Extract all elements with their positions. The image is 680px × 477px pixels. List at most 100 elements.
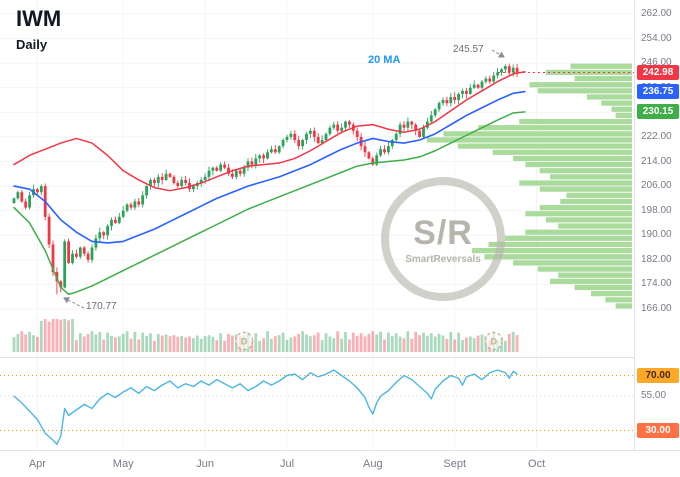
- price-tick-label: 222.00: [641, 130, 672, 142]
- volume-bar: [500, 337, 503, 352]
- month-label-apr: Apr: [28, 458, 46, 470]
- candle-body: [231, 173, 234, 177]
- volume-profile-bar: [574, 284, 632, 291]
- volume-bar: [433, 336, 437, 352]
- price-tick-label: 198.00: [641, 204, 672, 216]
- price-tick-label: 166.00: [641, 303, 672, 314]
- candle-body: [106, 226, 109, 236]
- volume-bar: [184, 337, 187, 352]
- volume-bar: [437, 333, 441, 352]
- volume-profile-bar: [525, 161, 632, 168]
- volume-bar: [82, 336, 86, 352]
- volume-bar: [71, 319, 74, 352]
- price-badge: 230.15: [637, 104, 679, 120]
- volume-bar: [390, 335, 394, 352]
- month-label-oct: Oct: [528, 458, 546, 470]
- dividend-marker-icon[interactable]: [484, 331, 503, 351]
- candle-body: [309, 130, 312, 134]
- volume-bar: [320, 340, 324, 352]
- candle-body: [476, 84, 480, 88]
- candle-body: [145, 186, 148, 196]
- volume-bar: [211, 336, 215, 352]
- time-axis[interactable]: Apr May Jun Jul Aug Sept Oct: [0, 450, 680, 477]
- volume-bar: [402, 338, 406, 352]
- candle-body: [515, 67, 519, 73]
- candle-body: [114, 219, 117, 223]
- volume-bar: [348, 339, 351, 352]
- month-label-sept: Sept: [443, 458, 467, 470]
- candle-body: [242, 167, 246, 174]
- candle-body: [149, 179, 152, 187]
- volume-bar: [86, 333, 90, 352]
- dividend-marker-icon[interactable]: [234, 331, 254, 351]
- volume-bar: [47, 321, 51, 352]
- candle-body: [28, 195, 31, 208]
- candle-body: [402, 124, 406, 128]
- candle-body: [414, 124, 418, 131]
- volume-bar: [305, 334, 308, 352]
- candle-body: [449, 96, 453, 104]
- candle-body: [367, 152, 371, 159]
- candle-body: [203, 176, 207, 180]
- candle-body: [312, 130, 316, 137]
- candle-body: [445, 100, 449, 104]
- volume-bar: [39, 320, 43, 352]
- volume-bar: [153, 340, 156, 352]
- candle-body: [184, 179, 187, 184]
- price-axis[interactable]: 262.00254.00246.00238.00230.00222.00214.…: [634, 0, 680, 450]
- volume-bar: [106, 332, 109, 352]
- volume-profile-bar: [591, 291, 632, 297]
- candle-body: [78, 247, 82, 257]
- volume-profile-bar: [488, 241, 632, 248]
- candle-body: [266, 152, 269, 159]
- volume-profile-bar: [513, 260, 632, 266]
- candle-body: [355, 130, 359, 137]
- volume-bar: [507, 333, 511, 352]
- ma20-line: [13, 90, 526, 244]
- price-tick-label: 246.00: [641, 57, 672, 69]
- volume-bar: [43, 319, 47, 352]
- volume-bar: [387, 332, 390, 352]
- volume-bar: [480, 334, 484, 352]
- rsi-mid-label: 55.00: [641, 390, 667, 402]
- candle-body: [433, 109, 437, 116]
- candle-body: [90, 247, 94, 260]
- candle-body: [410, 121, 414, 125]
- price-tick-label: 262.00: [641, 8, 672, 19]
- candle-body: [164, 173, 168, 180]
- volume-bar: [75, 340, 78, 352]
- volume-bar: [515, 335, 519, 352]
- volume-bar: [55, 319, 59, 352]
- candle-body: [172, 176, 176, 184]
- volume-profile-bar: [550, 174, 632, 180]
- candle-body: [305, 133, 308, 140]
- candle-body: [102, 232, 106, 236]
- volume-profile-bar: [484, 254, 632, 260]
- candle-body: [254, 158, 258, 165]
- volume-bar: [195, 335, 199, 352]
- candle-body: [12, 198, 16, 203]
- candle-body: [223, 164, 226, 168]
- candle-body: [137, 201, 141, 205]
- volume-bar: [145, 335, 148, 352]
- volume-bar: [98, 331, 102, 352]
- candle-body: [320, 139, 324, 144]
- volume-bar: [344, 331, 347, 352]
- candle-body: [492, 75, 496, 82]
- volume-profile-bar: [513, 155, 632, 162]
- price-tick-label: 254.00: [641, 32, 672, 44]
- volume-profile-bar: [550, 278, 632, 284]
- volume-bar: [129, 338, 133, 352]
- volume-profile-bar: [492, 149, 632, 155]
- candle-body: [363, 146, 367, 153]
- symbol-block: IWM Daily: [16, 6, 61, 52]
- candle-body: [199, 179, 203, 184]
- candle-body: [94, 238, 98, 248]
- volume-bar: [192, 338, 195, 352]
- candle-body: [418, 130, 421, 137]
- volume-bar: [379, 331, 382, 352]
- month-label-jul: Jul: [279, 458, 295, 470]
- candle-body: [511, 67, 515, 73]
- candle-body: [289, 133, 293, 137]
